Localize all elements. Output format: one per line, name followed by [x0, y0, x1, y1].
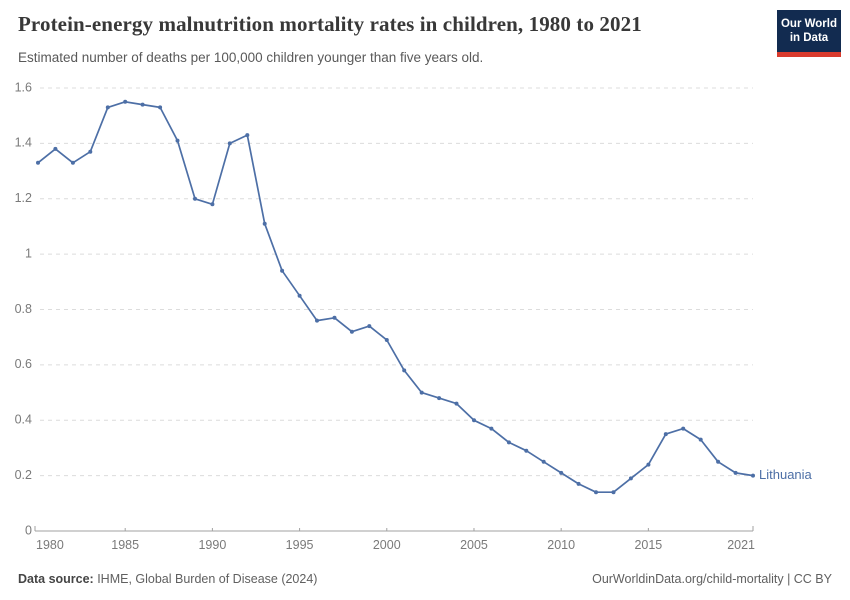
series-line-lithuania [37, 100, 754, 494]
data-point[interactable] [437, 396, 442, 401]
data-point[interactable] [262, 221, 267, 226]
chart-subtitle: Estimated number of deaths per 100,000 c… [18, 50, 484, 65]
x-tick-label: 1990 [198, 538, 226, 552]
owid-logo-text: Our World in Data [777, 10, 841, 52]
y-tick-label: 1.6 [15, 80, 32, 94]
x-tick-label: 1985 [111, 538, 139, 552]
data-point[interactable] [646, 462, 651, 467]
x-tick-label: 2021 [727, 538, 755, 552]
x-tick-label: 2010 [547, 538, 575, 552]
series-label-lithuania[interactable]: Lithuania [759, 467, 813, 482]
line-chart: 0 0.2 0.4 0.6 0.8 1 1.2 1.4 1.6 1980 1985 1990 1995 2… [0, 80, 850, 558]
data-point[interactable] [367, 324, 372, 329]
data-point[interactable] [402, 368, 407, 373]
data-point[interactable] [576, 481, 581, 486]
data-point[interactable] [716, 459, 721, 464]
x-tick-label: 1995 [286, 538, 314, 552]
data-point[interactable] [245, 133, 250, 138]
data-point[interactable] [280, 268, 285, 273]
data-source-text: IHME, Global Burden of Disease (2024) [93, 572, 318, 586]
data-point[interactable] [227, 141, 232, 146]
data-point[interactable] [332, 315, 337, 320]
data-source-label: Data source: [18, 572, 94, 586]
page-title: Protein-energy malnutrition mortality ra… [18, 12, 642, 36]
data-point[interactable] [489, 426, 494, 431]
data-point[interactable] [70, 160, 75, 165]
owid-logo[interactable]: Our World in Data [777, 10, 841, 57]
data-point[interactable] [559, 470, 564, 475]
x-tick-label: 2000 [373, 538, 401, 552]
data-point[interactable] [384, 338, 389, 342]
data-point[interactable] [123, 99, 128, 104]
chart-footer: Data source: IHME, Global Burden of Dise… [18, 572, 832, 586]
data-point[interactable] [541, 459, 546, 464]
data-point[interactable] [663, 432, 668, 437]
x-tick-label: 2015 [634, 538, 662, 552]
data-point[interactable] [53, 146, 58, 151]
data-point[interactable] [88, 149, 93, 154]
y-tick-label: 0 [25, 523, 32, 537]
y-tick-label: 0.2 [15, 468, 32, 482]
data-point[interactable] [193, 196, 197, 201]
y-tick-label: 1.2 [15, 191, 32, 205]
data-point[interactable] [175, 138, 180, 143]
data-point[interactable] [506, 440, 511, 445]
owid-logo-line1: Our World [780, 18, 837, 30]
data-point[interactable] [315, 318, 319, 323]
data-point[interactable] [751, 473, 755, 478]
data-point[interactable] [297, 293, 302, 298]
data-point[interactable] [349, 329, 354, 334]
data-point[interactable] [36, 160, 40, 165]
data-point[interactable] [628, 476, 633, 481]
x-tick-label: 1980 [36, 538, 64, 552]
data-point[interactable] [681, 426, 686, 431]
data-point[interactable] [524, 448, 529, 453]
owid-logo-red-bar [777, 51, 841, 57]
data-point[interactable] [158, 105, 163, 110]
data-point[interactable] [419, 390, 424, 395]
y-tick-label: 1.4 [15, 136, 32, 150]
chart-canvas[interactable]: 0 0.2 0.4 0.6 0.8 1 1.2 1.4 1.6 1980 1985 1990 1995 2… [0, 80, 850, 558]
data-point[interactable] [594, 490, 598, 495]
data-point[interactable] [140, 102, 145, 107]
data-point[interactable] [698, 437, 703, 442]
data-point[interactable] [105, 105, 110, 110]
data-point[interactable] [611, 490, 616, 495]
x-tick-label: 2005 [460, 538, 488, 552]
y-tick-label: 1 [25, 246, 32, 260]
data-source: Data source: IHME, Global Burden of Dise… [18, 572, 317, 586]
y-tick-label: 0.4 [15, 413, 32, 427]
y-tick-label: 0.8 [15, 302, 32, 316]
data-point[interactable] [454, 401, 459, 406]
y-tick-label: 0.6 [15, 357, 32, 371]
owid-logo-line2: in Data [789, 32, 829, 45]
data-point[interactable] [210, 202, 215, 207]
data-point[interactable] [472, 418, 476, 423]
data-point[interactable] [733, 470, 738, 475]
credit-link[interactable]: OurWorldinData.org/child-mortality | CC … [592, 572, 832, 586]
